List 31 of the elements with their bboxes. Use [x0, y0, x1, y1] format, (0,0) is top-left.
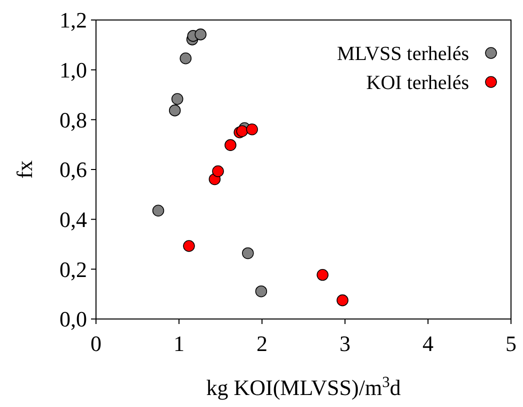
point: [242, 247, 254, 260]
point: [255, 285, 268, 298]
point: [183, 240, 195, 252]
x-tick-label: 3: [340, 331, 350, 356]
y-tick-label: 0,4: [60, 207, 87, 232]
point: [180, 52, 192, 64]
legend-label: MLVSS terhelés: [336, 43, 470, 65]
x-tick-label: 0: [90, 331, 102, 356]
x-tick-label: 4: [422, 331, 434, 356]
point: [194, 28, 206, 40]
legend-label: KOI terhelés: [366, 72, 470, 94]
point: [246, 123, 258, 136]
point: [171, 93, 184, 105]
point: [152, 204, 164, 217]
point: [212, 165, 224, 178]
point: [236, 125, 248, 138]
point: [224, 139, 236, 151]
y-tick-label: 0,8: [60, 107, 87, 132]
x-tick-label: 2: [256, 331, 268, 356]
x-tick-label: 5: [506, 331, 516, 356]
x-axis-title: kg KOI(MLVSS)/m$^{3}$d: [206, 374, 401, 400]
point: [316, 269, 328, 281]
y-tick-label: 0,2: [60, 256, 87, 282]
point: [168, 104, 181, 116]
x-tick-label: 1: [174, 331, 184, 356]
point: [336, 294, 348, 306]
y-tick-label: 1,0: [60, 58, 87, 83]
y-tick-label: 0,0: [60, 306, 87, 332]
y-tick-label: 0,6: [60, 157, 87, 182]
y-tick-label: 1,2: [60, 8, 87, 33]
y-axis-title: fx: [12, 160, 37, 179]
